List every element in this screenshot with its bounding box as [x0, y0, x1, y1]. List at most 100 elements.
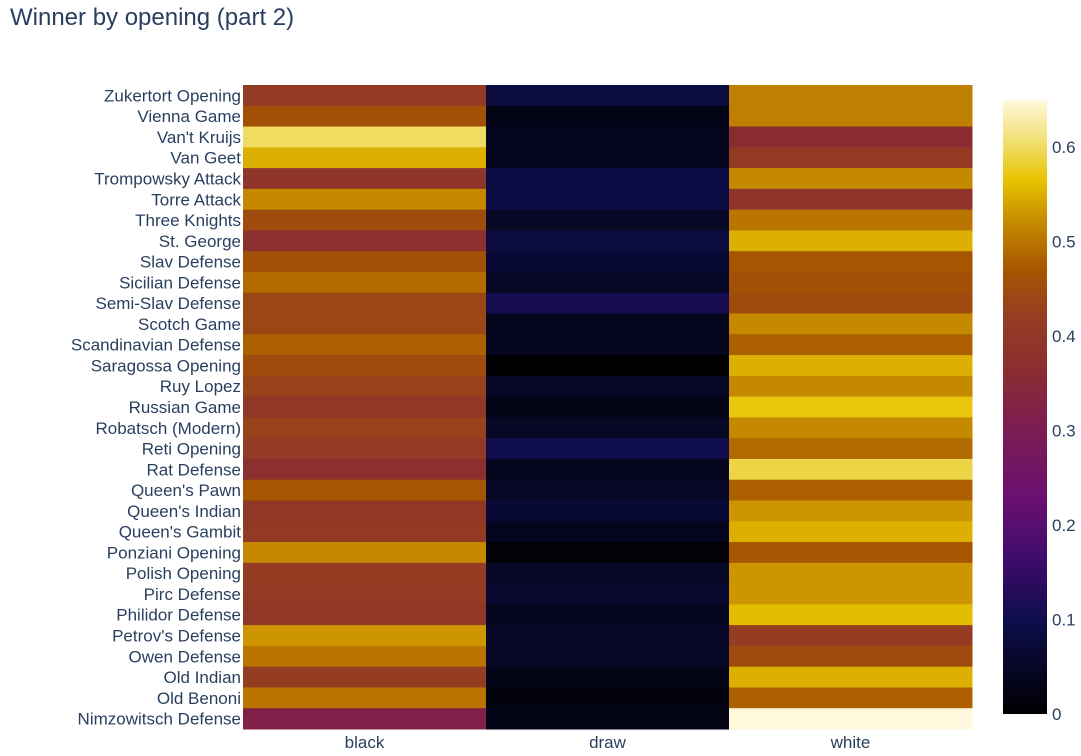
y-tick-label: Queen's Gambit: [119, 523, 242, 542]
heatmap-cell: [486, 230, 730, 252]
y-tick-label: Queen's Pawn: [131, 481, 241, 500]
heatmap-cell: [243, 479, 487, 501]
heatmap-cell: [243, 562, 487, 585]
heatmap-cell: [729, 583, 973, 605]
heatmap-cell: [243, 168, 487, 190]
heatmap-cell: [243, 230, 487, 252]
heatmap-cell: [243, 105, 487, 128]
heatmap-cell: [243, 687, 487, 709]
heatmap-cell: [729, 209, 973, 231]
heatmap-cell: [486, 334, 730, 356]
heatmap-cell: [729, 105, 973, 128]
heatmap-cell: [243, 188, 487, 211]
heatmap-cell: [486, 521, 730, 543]
y-tick-label: Torre Attack: [151, 190, 241, 209]
heatmap-cell: [729, 147, 973, 169]
y-tick-label: Petrov's Defense: [112, 627, 241, 646]
heatmap-cell: [243, 521, 487, 543]
y-tick-label: Philidor Defense: [116, 606, 241, 625]
heatmap-cell: [729, 687, 973, 709]
heatmap-cell: [486, 85, 730, 107]
y-tick-label: Van't Kruijs: [157, 128, 241, 147]
heatmap-cell: [486, 438, 730, 460]
y-tick-label: Vienna Game: [137, 107, 241, 126]
y-tick-label: Ponziani Opening: [107, 543, 241, 562]
heatmap-cell: [486, 604, 730, 626]
x-tick-label: white: [830, 733, 871, 751]
heatmap-cell: [729, 500, 973, 522]
heatmap-cell: [486, 355, 730, 377]
heatmap-cell: [729, 479, 973, 501]
colorbar: 0 0.1 0.2 0.3 0.4 0.5 0.6: [1003, 100, 1076, 724]
heatmap-cell: [486, 562, 730, 585]
y-tick-label: Robatsch (Modern): [95, 419, 241, 438]
y-tick-label: Old Benoni: [157, 689, 241, 708]
y-tick-label: Zukertort Opening: [104, 86, 241, 105]
heatmap-cells: [243, 85, 973, 730]
heatmap-cell: [486, 396, 730, 418]
y-tick-label: Reti Opening: [142, 440, 241, 459]
heatmap-cell: [486, 583, 730, 605]
heatmap-cell: [486, 313, 730, 335]
heatmap-cell: [486, 500, 730, 522]
heatmap-cell: [729, 188, 973, 211]
heatmap-cell: [729, 708, 973, 730]
y-tick-label: Rat Defense: [147, 460, 242, 479]
heatmap-cell: [243, 666, 487, 688]
y-tick-label: Old Indian: [164, 668, 242, 687]
heatmap-cell: [243, 292, 487, 315]
chart-title: Winner by opening (part 2): [10, 4, 294, 31]
heatmap-cell: [486, 687, 730, 709]
heatmap-cell: [486, 147, 730, 169]
colorbar-tick-label: 0.1: [1052, 611, 1076, 630]
heatmap-cell: [486, 126, 730, 148]
heatmap-cell: [243, 417, 487, 439]
heatmap-cell: [729, 604, 973, 626]
heatmap-cell: [243, 271, 487, 294]
heatmap-cell: [729, 438, 973, 460]
y-tick-label: Owen Defense: [129, 647, 241, 666]
heatmap-cell: [243, 147, 487, 169]
heatmap-cell: [486, 645, 730, 668]
y-tick-label: Queen's Indian: [127, 502, 241, 521]
colorbar-gradient: [1003, 100, 1047, 714]
heatmap-cell: [486, 375, 730, 398]
x-tick-label: black: [345, 733, 385, 751]
heatmap-cell: [486, 168, 730, 190]
heatmap-cell: [729, 396, 973, 418]
heatmap-cell: [243, 85, 487, 107]
colorbar-tick-label: 0.3: [1052, 422, 1076, 441]
y-tick-label: Sicilian Defense: [119, 273, 241, 292]
heatmap-cell: [729, 521, 973, 543]
heatmap-cell: [729, 292, 973, 315]
heatmap-cell: [486, 479, 730, 501]
heatmap-cell: [243, 251, 487, 273]
x-tick-label: draw: [589, 733, 627, 751]
y-tick-label: Pirc Defense: [144, 585, 241, 604]
heatmap-cell: [729, 562, 973, 585]
heatmap-cell: [243, 583, 487, 605]
colorbar-tick-label: 0: [1052, 705, 1061, 724]
heatmap-cell: [243, 645, 487, 668]
heatmap-cell: [486, 292, 730, 315]
heatmap-cell: [243, 334, 487, 356]
colorbar-tick-label: 0.6: [1052, 138, 1076, 157]
y-tick-label: Saragossa Opening: [91, 356, 241, 375]
colorbar-ticks: 0 0.1 0.2 0.3 0.4 0.5 0.6: [1052, 138, 1076, 724]
y-tick-label: Ruy Lopez: [160, 377, 241, 396]
colorbar-tick-label: 0.5: [1052, 233, 1076, 252]
heatmap-cell: [486, 188, 730, 211]
y-tick-label: Scotch Game: [138, 315, 241, 334]
heatmap-cell: [729, 458, 973, 481]
heatmap-cell: [243, 355, 487, 377]
heatmap-cell: [243, 625, 487, 647]
heatmap-cell: [729, 417, 973, 439]
heatmap-cell: [243, 126, 487, 148]
heatmap-cell: [486, 251, 730, 273]
heatmap-cell: [729, 542, 973, 564]
heatmap-cell: [729, 355, 973, 377]
heatmap-cell: [486, 417, 730, 439]
heatmap-cell: [729, 85, 973, 107]
